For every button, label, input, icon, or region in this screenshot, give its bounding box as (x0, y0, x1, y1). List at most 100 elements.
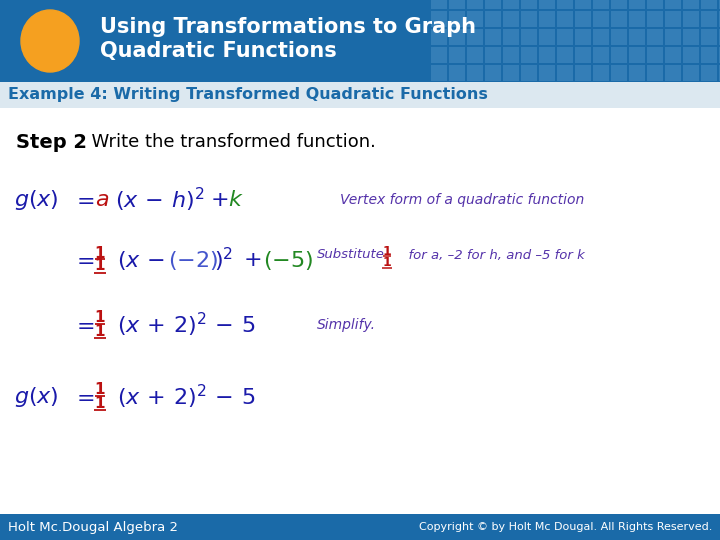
FancyBboxPatch shape (449, 47, 465, 63)
FancyBboxPatch shape (467, 65, 483, 81)
Text: Simplify.: Simplify. (317, 318, 376, 332)
FancyBboxPatch shape (665, 29, 681, 45)
FancyBboxPatch shape (431, 65, 447, 81)
FancyBboxPatch shape (521, 11, 537, 27)
Text: Write the transformed function.: Write the transformed function. (80, 133, 376, 151)
FancyBboxPatch shape (683, 11, 699, 27)
Text: $(-2)$: $(-2)$ (168, 248, 218, 272)
Text: $)^2$: $)^2$ (214, 246, 233, 274)
FancyBboxPatch shape (683, 29, 699, 45)
FancyBboxPatch shape (575, 11, 591, 27)
Text: $a$: $a$ (95, 189, 109, 211)
Ellipse shape (21, 10, 79, 72)
FancyBboxPatch shape (665, 11, 681, 27)
Text: Copyright © by Holt Mc Dougal. All Rights Reserved.: Copyright © by Holt Mc Dougal. All Right… (418, 522, 712, 532)
FancyBboxPatch shape (0, 82, 720, 108)
FancyBboxPatch shape (575, 29, 591, 45)
FancyBboxPatch shape (485, 29, 501, 45)
FancyBboxPatch shape (557, 29, 573, 45)
FancyBboxPatch shape (485, 11, 501, 27)
FancyBboxPatch shape (449, 0, 465, 9)
FancyBboxPatch shape (0, 0, 720, 82)
FancyBboxPatch shape (665, 0, 681, 9)
FancyBboxPatch shape (449, 65, 465, 81)
Text: $=$: $=$ (72, 386, 94, 408)
FancyBboxPatch shape (449, 29, 465, 45)
FancyBboxPatch shape (503, 29, 519, 45)
FancyBboxPatch shape (467, 0, 483, 9)
FancyBboxPatch shape (431, 11, 447, 27)
FancyBboxPatch shape (683, 0, 699, 9)
FancyBboxPatch shape (701, 47, 717, 63)
FancyBboxPatch shape (629, 11, 645, 27)
FancyBboxPatch shape (647, 29, 663, 45)
FancyBboxPatch shape (719, 11, 720, 27)
Text: $g(x)$: $g(x)$ (14, 188, 59, 212)
FancyBboxPatch shape (431, 0, 447, 9)
FancyBboxPatch shape (431, 47, 447, 63)
Text: $+$: $+$ (210, 189, 228, 211)
FancyBboxPatch shape (557, 65, 573, 81)
FancyBboxPatch shape (719, 65, 720, 81)
FancyBboxPatch shape (557, 0, 573, 9)
FancyBboxPatch shape (593, 0, 609, 9)
Text: 1: 1 (95, 246, 105, 260)
FancyBboxPatch shape (683, 65, 699, 81)
FancyBboxPatch shape (683, 47, 699, 63)
FancyBboxPatch shape (467, 11, 483, 27)
FancyBboxPatch shape (629, 0, 645, 9)
FancyBboxPatch shape (629, 47, 645, 63)
FancyBboxPatch shape (449, 11, 465, 27)
FancyBboxPatch shape (539, 29, 555, 45)
Text: Example 4: Writing Transformed Quadratic Functions: Example 4: Writing Transformed Quadratic… (8, 87, 488, 103)
FancyBboxPatch shape (701, 65, 717, 81)
FancyBboxPatch shape (521, 0, 537, 9)
Text: $k$: $k$ (228, 189, 243, 211)
FancyBboxPatch shape (467, 29, 483, 45)
Text: $=$: $=$ (72, 189, 94, 211)
FancyBboxPatch shape (575, 47, 591, 63)
FancyBboxPatch shape (503, 0, 519, 9)
FancyBboxPatch shape (701, 11, 717, 27)
Text: $(x\,+\,2)^2\,-\,5$: $(x\,+\,2)^2\,-\,5$ (117, 311, 256, 339)
FancyBboxPatch shape (701, 29, 717, 45)
FancyBboxPatch shape (503, 65, 519, 81)
FancyBboxPatch shape (485, 0, 501, 9)
FancyBboxPatch shape (521, 65, 537, 81)
FancyBboxPatch shape (539, 47, 555, 63)
FancyBboxPatch shape (539, 0, 555, 9)
FancyBboxPatch shape (593, 11, 609, 27)
Text: $(x\,-\,h)^2$: $(x\,-\,h)^2$ (115, 186, 204, 214)
FancyBboxPatch shape (521, 47, 537, 63)
FancyBboxPatch shape (629, 65, 645, 81)
FancyBboxPatch shape (647, 47, 663, 63)
FancyBboxPatch shape (485, 65, 501, 81)
FancyBboxPatch shape (719, 47, 720, 63)
Text: for a, –2 for h, and –5 for k: for a, –2 for h, and –5 for k (400, 249, 585, 262)
FancyBboxPatch shape (521, 29, 537, 45)
FancyBboxPatch shape (611, 65, 627, 81)
FancyBboxPatch shape (539, 11, 555, 27)
FancyBboxPatch shape (503, 47, 519, 63)
FancyBboxPatch shape (665, 47, 681, 63)
Text: 1: 1 (95, 310, 105, 326)
FancyBboxPatch shape (647, 0, 663, 9)
FancyBboxPatch shape (0, 514, 720, 540)
FancyBboxPatch shape (575, 0, 591, 9)
FancyBboxPatch shape (575, 65, 591, 81)
FancyBboxPatch shape (539, 65, 555, 81)
FancyBboxPatch shape (593, 65, 609, 81)
FancyBboxPatch shape (485, 47, 501, 63)
Text: Quadratic Functions: Quadratic Functions (100, 41, 337, 61)
FancyBboxPatch shape (557, 11, 573, 27)
FancyBboxPatch shape (647, 11, 663, 27)
Text: Substitute: Substitute (317, 248, 385, 261)
FancyBboxPatch shape (593, 29, 609, 45)
Text: 1: 1 (382, 255, 392, 268)
Text: 1: 1 (95, 395, 105, 410)
FancyBboxPatch shape (611, 47, 627, 63)
FancyBboxPatch shape (611, 0, 627, 9)
Text: Vertex form of a quadratic function: Vertex form of a quadratic function (340, 193, 584, 207)
FancyBboxPatch shape (719, 0, 720, 9)
FancyBboxPatch shape (719, 29, 720, 45)
